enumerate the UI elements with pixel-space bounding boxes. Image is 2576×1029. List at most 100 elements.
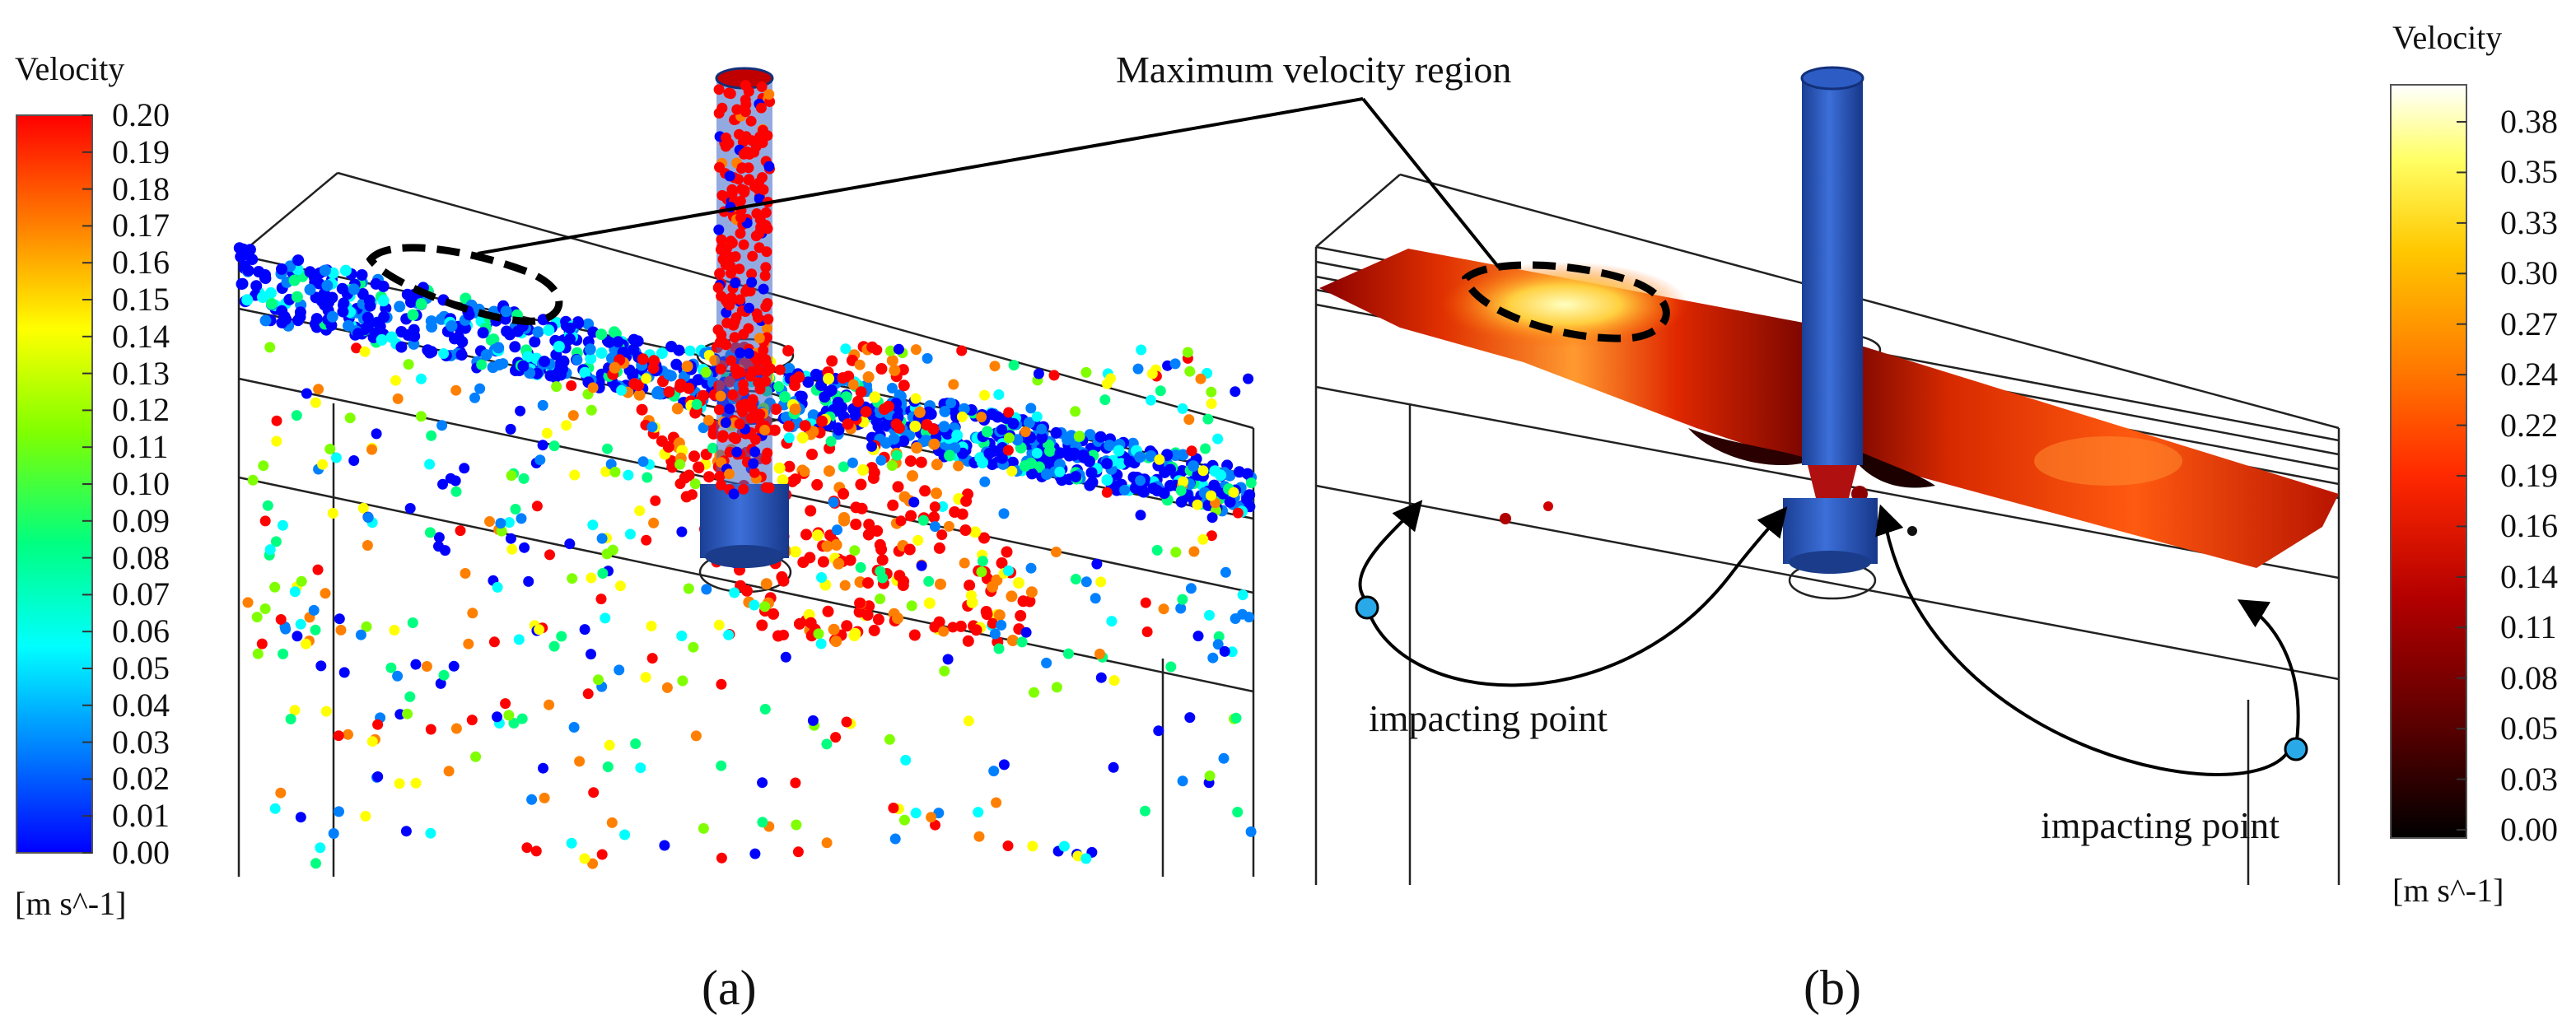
particle [522,351,534,363]
particle [405,296,417,308]
particle [656,435,668,447]
particle [688,641,699,653]
particle [416,373,427,384]
particle [402,708,413,719]
particle [390,375,401,386]
particle [265,297,278,310]
particle [847,457,858,468]
pipe-particle [754,333,765,344]
particle [863,519,875,531]
particle [466,715,478,726]
particle [259,314,272,327]
particle [862,371,875,383]
particle [319,264,331,277]
particle [825,384,838,397]
particle [280,623,292,635]
particle [372,719,384,730]
particle [436,420,448,431]
particle [1202,413,1214,425]
pipe-particle [743,347,754,359]
particle [1020,626,1032,638]
particle [326,310,338,323]
particle [876,554,889,566]
colorbar-a-tick-label: 0.12 [112,391,170,429]
particle [337,305,349,318]
colorbar-b-tick-label: 0.35 [2500,153,2558,191]
particle [791,819,802,831]
particle [1146,394,1156,406]
particle [1230,386,1241,398]
particle [938,626,950,637]
pipe-particle [762,298,773,309]
particle [1113,445,1125,457]
particle [998,759,1010,771]
particle [1094,431,1107,443]
pipe-particle [757,124,768,136]
particle [833,557,845,570]
particle [317,459,329,470]
particle [887,499,899,511]
pipe-particle [760,482,772,493]
particle [1184,712,1196,724]
particle [403,359,414,370]
particle [1027,840,1038,852]
particle [1033,368,1044,379]
particle [898,814,910,826]
particle [640,672,651,683]
particle [1153,725,1164,737]
particle [455,525,466,537]
particle [614,664,625,676]
particle [837,372,849,384]
particle [538,762,548,774]
particle [799,420,811,432]
particle [288,274,301,286]
caption-a: (a) [702,961,757,1015]
colorbar-a-tick-label: 0.09 [112,501,170,539]
particle [1134,451,1146,463]
particle [749,599,760,611]
particle [1094,648,1105,659]
particle [296,575,307,587]
particle [604,739,615,751]
particle [310,291,322,304]
pipe-particle [745,412,757,424]
pipe-particle [717,431,728,443]
particle [1230,712,1242,724]
particle [646,421,658,433]
colorbar-a-tick-label: 0.10 [112,465,170,502]
particle [445,473,456,484]
particle [1241,468,1253,480]
particle [295,618,306,630]
particle [1020,426,1031,438]
particle [757,817,768,828]
particle [841,716,852,728]
particle [505,533,516,544]
particle [270,536,282,547]
colorbar-a-tick-label: 0.13 [112,354,170,392]
particle [993,609,1006,622]
particle [508,718,520,729]
particle [850,501,862,514]
particle [366,736,378,747]
colorbar-a-tick-label: 0.01 [112,797,170,835]
particle [259,603,271,614]
particle [909,421,922,432]
particle [939,665,950,677]
pipe-particle [761,246,772,258]
panel-b [1314,66,2467,885]
particle [979,389,990,401]
particle [1080,366,1092,378]
particle [410,659,422,670]
particle [242,597,254,608]
pipe-particle [735,347,746,359]
colorbar-b-tick-label: 0.16 [2500,507,2558,545]
particle [440,545,450,556]
particle [698,422,709,434]
particle [330,452,342,463]
particle [492,581,503,593]
particle [539,356,550,368]
particle [325,319,338,332]
particle [602,443,613,454]
particle [641,534,652,546]
